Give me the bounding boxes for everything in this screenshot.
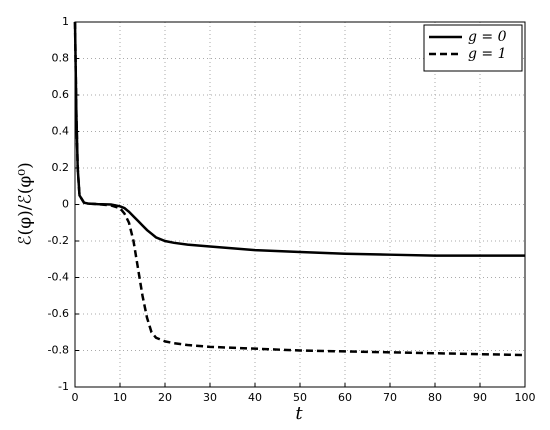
x-tick-label: 50 — [293, 391, 307, 404]
x-tick-label: 80 — [428, 391, 442, 404]
y-tick-label: -0.4 — [48, 271, 69, 284]
x-tick-label: 70 — [383, 391, 397, 404]
legend-label: g = 0 — [468, 29, 507, 45]
data-line — [73, 21, 525, 257]
x-tick-label: 10 — [113, 391, 127, 404]
legend-label: g = 1 — [468, 46, 507, 62]
x-tick-label: 20 — [158, 391, 172, 404]
x-axis-label: t — [295, 403, 303, 424]
data-line — [73, 21, 526, 357]
y-tick-label: 0.6 — [52, 88, 70, 101]
y-tick-label: 0 — [62, 198, 69, 211]
legend: g = 0g = 1 — [423, 24, 523, 72]
y-tick-label: -0.6 — [48, 307, 69, 320]
y-tick-label: -0.2 — [48, 234, 69, 247]
legend-box — [423, 24, 523, 72]
y-tick-label: 0.2 — [52, 161, 70, 174]
y-tick-label: 1 — [62, 15, 69, 28]
y-tick-label: 0.8 — [52, 52, 70, 65]
x-tick-label: 30 — [203, 391, 217, 404]
plot-frame — [74, 21, 526, 388]
y-tick-label: -1 — [58, 380, 69, 393]
x-tick-label: 40 — [248, 391, 262, 404]
x-tick-label: 90 — [473, 391, 487, 404]
x-tick-label: 0 — [72, 391, 79, 404]
y-tick-label: -0.8 — [48, 344, 69, 357]
y-tick-label: 0.4 — [52, 125, 70, 138]
x-tick-label: 100 — [515, 391, 536, 404]
y-axis-label: ℰ(φ)/ℰ(φ⁰) — [16, 162, 36, 245]
x-tick-label: 60 — [338, 391, 352, 404]
